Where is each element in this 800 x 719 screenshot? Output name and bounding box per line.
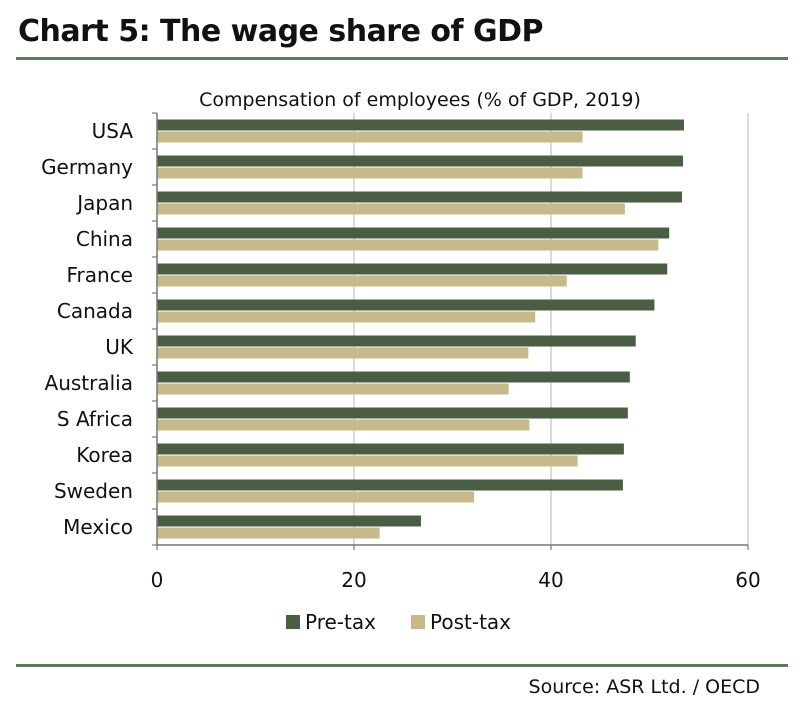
bar-pre-tax	[157, 443, 624, 455]
bar-pre-tax	[157, 263, 668, 275]
category-label: Korea	[76, 443, 133, 467]
category-label: S Africa	[57, 407, 133, 431]
bar-pre-tax	[157, 371, 630, 383]
bar-post-tax	[157, 419, 530, 431]
category-label: Mexico	[63, 515, 133, 539]
bar-post-tax	[157, 203, 625, 215]
bar-post-tax	[157, 167, 583, 179]
category-label: France	[66, 263, 133, 287]
category-label: Germany	[41, 155, 133, 179]
legend-swatch	[286, 615, 300, 629]
chart: Compensation of employees (% of GDP, 201…	[41, 89, 761, 634]
category-label: Canada	[57, 299, 133, 323]
bar-pre-tax	[157, 299, 655, 311]
category-label: USA	[92, 119, 134, 143]
bar-pre-tax	[157, 407, 628, 419]
bar-pre-tax	[157, 335, 636, 347]
title-rule	[16, 57, 788, 60]
category-label: Japan	[75, 191, 133, 215]
page-title: Chart 5: The wage share of GDP	[18, 14, 544, 49]
bar-pre-tax	[157, 515, 421, 527]
bar-post-tax	[157, 347, 529, 359]
chart-title: Compensation of employees (% of GDP, 201…	[199, 89, 641, 111]
bar-post-tax	[157, 491, 475, 503]
category-label: UK	[105, 335, 134, 359]
bar-post-tax	[157, 527, 380, 539]
category-label: Australia	[45, 371, 133, 395]
category-label: China	[76, 227, 133, 251]
bar-pre-tax	[157, 119, 684, 131]
x-tick-label: 0	[151, 568, 164, 592]
bar-post-tax	[157, 239, 659, 251]
source-note: Source: ASR Ltd. / OECD	[528, 676, 760, 698]
legend-label: Pre-tax	[305, 610, 376, 634]
bar-post-tax	[157, 455, 578, 467]
legend-swatch	[411, 615, 425, 629]
bar-pre-tax	[157, 191, 683, 203]
bar-pre-tax	[157, 227, 670, 239]
legend-label: Post-tax	[430, 610, 511, 634]
category-label: Sweden	[54, 479, 133, 503]
bar-post-tax	[157, 383, 509, 395]
footer-rule	[16, 664, 788, 667]
x-tick-label: 20	[341, 568, 366, 592]
bar-post-tax	[157, 131, 583, 143]
bar-pre-tax	[157, 479, 623, 491]
x-tick-label: 40	[538, 568, 563, 592]
bar-post-tax	[157, 311, 536, 323]
x-tick-label: 60	[735, 568, 760, 592]
bar-pre-tax	[157, 155, 683, 167]
bar-post-tax	[157, 275, 567, 287]
